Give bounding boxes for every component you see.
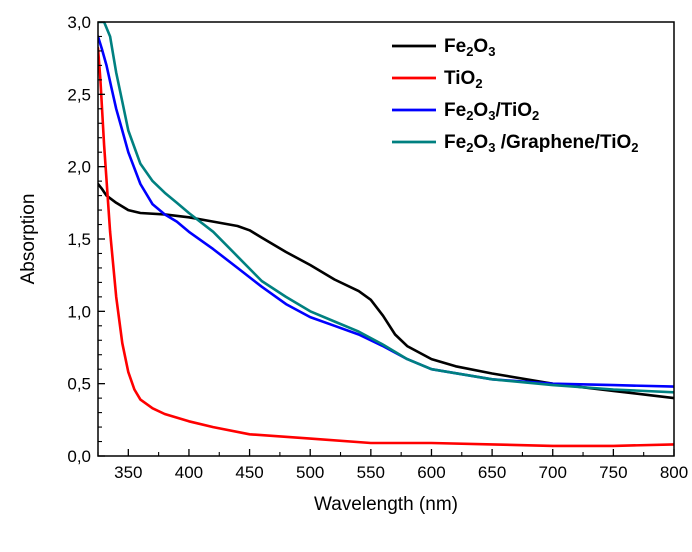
x-tick-label: 750 bbox=[599, 463, 627, 482]
y-tick-label: 2,5 bbox=[67, 85, 91, 104]
x-tick-label: 650 bbox=[478, 463, 506, 482]
y-axis-title: Absorption bbox=[18, 194, 39, 285]
legend-label-2: Fe2O3/TiO2 bbox=[444, 100, 539, 123]
y-tick-label: 1,0 bbox=[67, 302, 91, 321]
series-line-3 bbox=[98, 22, 674, 394]
y-tick-label: 0,5 bbox=[67, 375, 91, 394]
x-tick-label: 350 bbox=[114, 463, 142, 482]
x-tick-label: 700 bbox=[539, 463, 567, 482]
x-tick-label: 800 bbox=[660, 463, 688, 482]
legend: Fe2O3 TiO2 Fe2O3/TiO2 Fe2O3 /Graphene/TiO2 bbox=[392, 36, 639, 155]
x-tick-label: 500 bbox=[296, 463, 324, 482]
y-tick-label: 3,0 bbox=[67, 13, 91, 32]
x-tick-label: 400 bbox=[175, 463, 203, 482]
series-line-0 bbox=[98, 182, 674, 400]
series-line-2 bbox=[98, 35, 674, 388]
ticks-layer: 350 400 450 500 550 600 650 700 750 800 0,0 0,5 1,0 1… bbox=[67, 13, 688, 482]
series-line-1 bbox=[98, 46, 674, 448]
plot-frame bbox=[97, 21, 675, 457]
legend-label-0: Fe2O3 bbox=[444, 36, 495, 59]
y-tick-label: 2,0 bbox=[67, 158, 91, 177]
x-axis-title: Wavelength (nm) bbox=[314, 494, 458, 515]
x-tick-label: 450 bbox=[235, 463, 263, 482]
y-tick-label: 0,0 bbox=[67, 447, 91, 466]
x-tick-label: 600 bbox=[417, 463, 445, 482]
y-tick-label: 1,5 bbox=[67, 230, 91, 249]
series-layer bbox=[98, 22, 674, 448]
x-tick-label: 550 bbox=[357, 463, 385, 482]
legend-label-1: TiO2 bbox=[444, 68, 483, 91]
legend-label-3: Fe2O3 /Graphene/TiO2 bbox=[444, 132, 639, 155]
